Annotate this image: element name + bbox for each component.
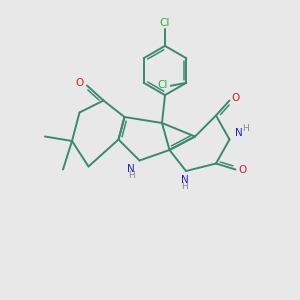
Text: Cl: Cl bbox=[157, 80, 167, 90]
Text: H: H bbox=[181, 182, 188, 191]
Text: N: N bbox=[235, 128, 242, 138]
Text: O: O bbox=[238, 165, 246, 175]
Text: H: H bbox=[242, 124, 248, 133]
Text: N: N bbox=[127, 164, 135, 174]
Text: O: O bbox=[231, 93, 240, 103]
Text: Cl: Cl bbox=[160, 18, 170, 28]
Text: O: O bbox=[75, 77, 84, 88]
Text: H: H bbox=[128, 171, 134, 180]
Text: N: N bbox=[181, 175, 188, 185]
